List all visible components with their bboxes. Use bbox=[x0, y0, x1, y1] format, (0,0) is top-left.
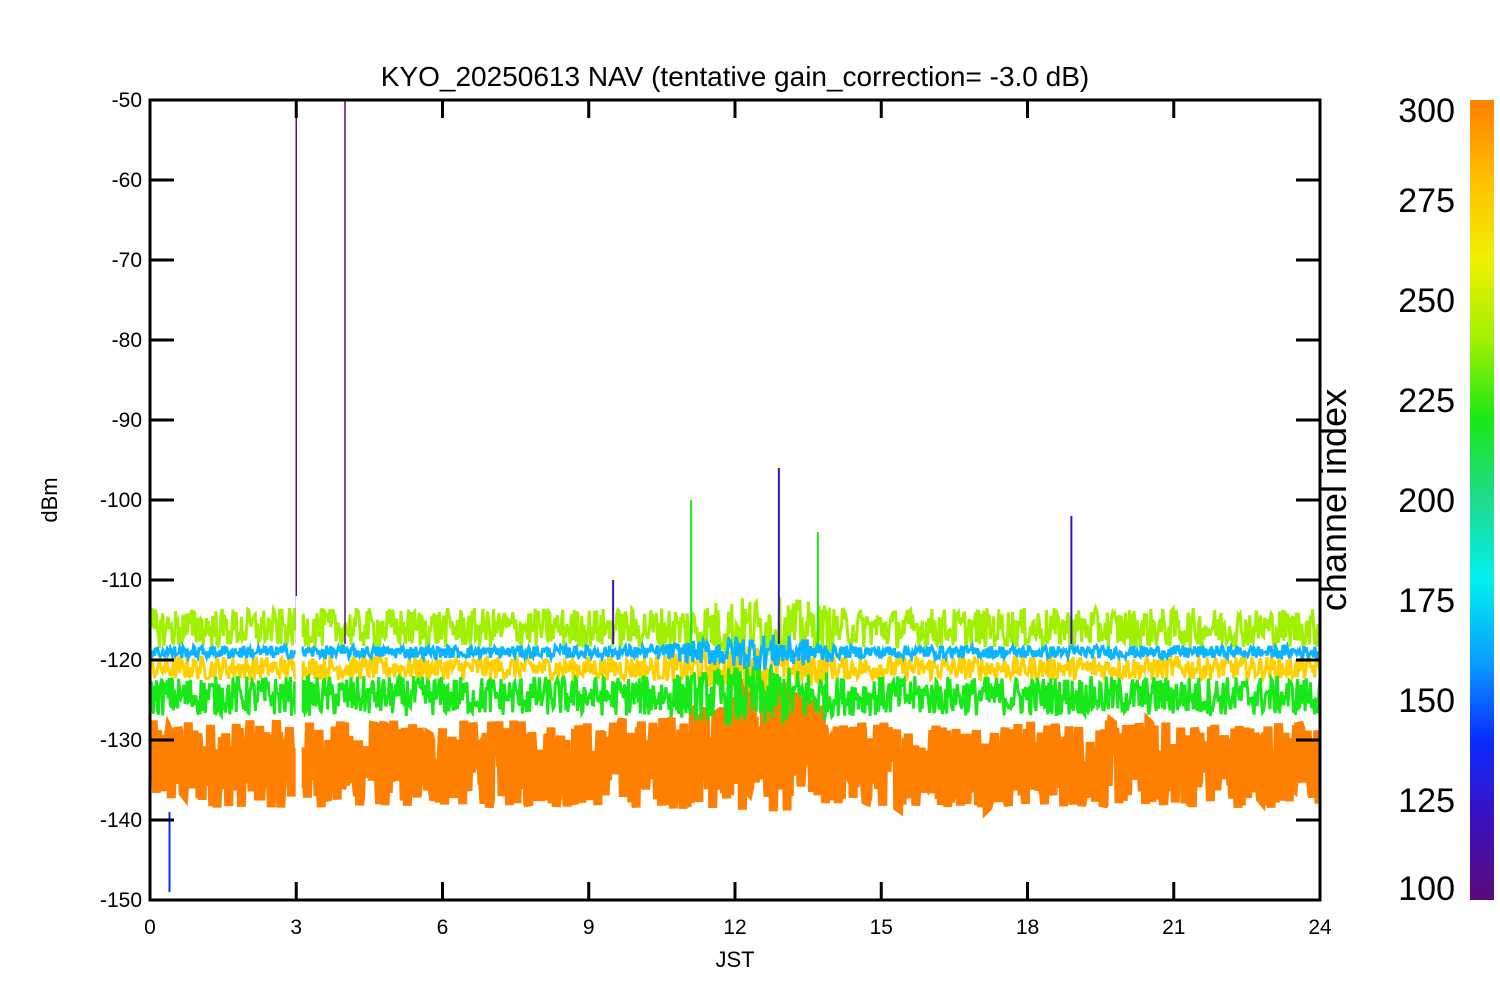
chart-title: KYO_20250613 NAV (tentative gain_correct… bbox=[381, 61, 1089, 92]
colorbar-tick-label: 250 bbox=[1398, 282, 1455, 320]
y-tick-label: -150 bbox=[100, 889, 142, 912]
x-tick-label: 3 bbox=[290, 916, 302, 939]
colorbar-title: channel index bbox=[1313, 389, 1354, 611]
colorbar-tick-label: 225 bbox=[1398, 382, 1455, 420]
colorbar: 300 275 250 225 200 175 150 125 100 bbox=[1398, 92, 1494, 908]
y-tick-label: -90 bbox=[112, 409, 142, 432]
x-tick-label: 0 bbox=[144, 916, 156, 939]
x-tick-label: 12 bbox=[723, 916, 746, 939]
y-tick-label: -50 bbox=[112, 89, 142, 112]
x-axis-label: JST bbox=[715, 947, 754, 972]
colorbar-tick-label: 100 bbox=[1398, 870, 1455, 908]
series-line-ch255 bbox=[150, 597, 1320, 659]
series-line-ch240 bbox=[150, 664, 1320, 726]
y-tick-label: -100 bbox=[100, 489, 142, 512]
series-group bbox=[150, 100, 1320, 900]
x-tick-label: 18 bbox=[1016, 916, 1039, 939]
colorbar-tick-label: 300 bbox=[1398, 92, 1455, 130]
x-tick-label: 24 bbox=[1308, 916, 1332, 939]
x-tick-label: 21 bbox=[1162, 916, 1185, 939]
y-tick-label: -130 bbox=[100, 729, 142, 752]
y-axis-label: dBm bbox=[37, 477, 62, 522]
series-line-ch180 bbox=[150, 634, 1320, 671]
colorbar-tick-label: 200 bbox=[1398, 482, 1455, 520]
plot-area: 0 3 6 9 12 15 18 21 24 -50 -60 -70 -80 -90 -100 -110 -12… bbox=[100, 89, 1332, 939]
y-tick-label: -140 bbox=[100, 809, 142, 832]
x-tick-label: 6 bbox=[437, 916, 449, 939]
y-tick-label: -60 bbox=[112, 169, 142, 192]
x-tick-label: 15 bbox=[870, 916, 893, 939]
colorbar-tick-label: 175 bbox=[1398, 582, 1455, 620]
series-line-ch290 bbox=[150, 678, 1320, 819]
colorbar-tick-label: 275 bbox=[1398, 182, 1455, 220]
y-tick-label: -120 bbox=[100, 649, 142, 672]
x-tick-label: 9 bbox=[583, 916, 595, 939]
y-tick-label: -110 bbox=[102, 569, 142, 592]
colorbar-tick-label: 125 bbox=[1398, 782, 1455, 820]
colorbar-strip bbox=[1470, 100, 1494, 900]
data-gap bbox=[295, 596, 302, 900]
y-tick-label: -80 bbox=[112, 329, 142, 352]
y-tick-label: -70 bbox=[112, 249, 142, 272]
colorbar-tick-label: 150 bbox=[1398, 682, 1455, 720]
